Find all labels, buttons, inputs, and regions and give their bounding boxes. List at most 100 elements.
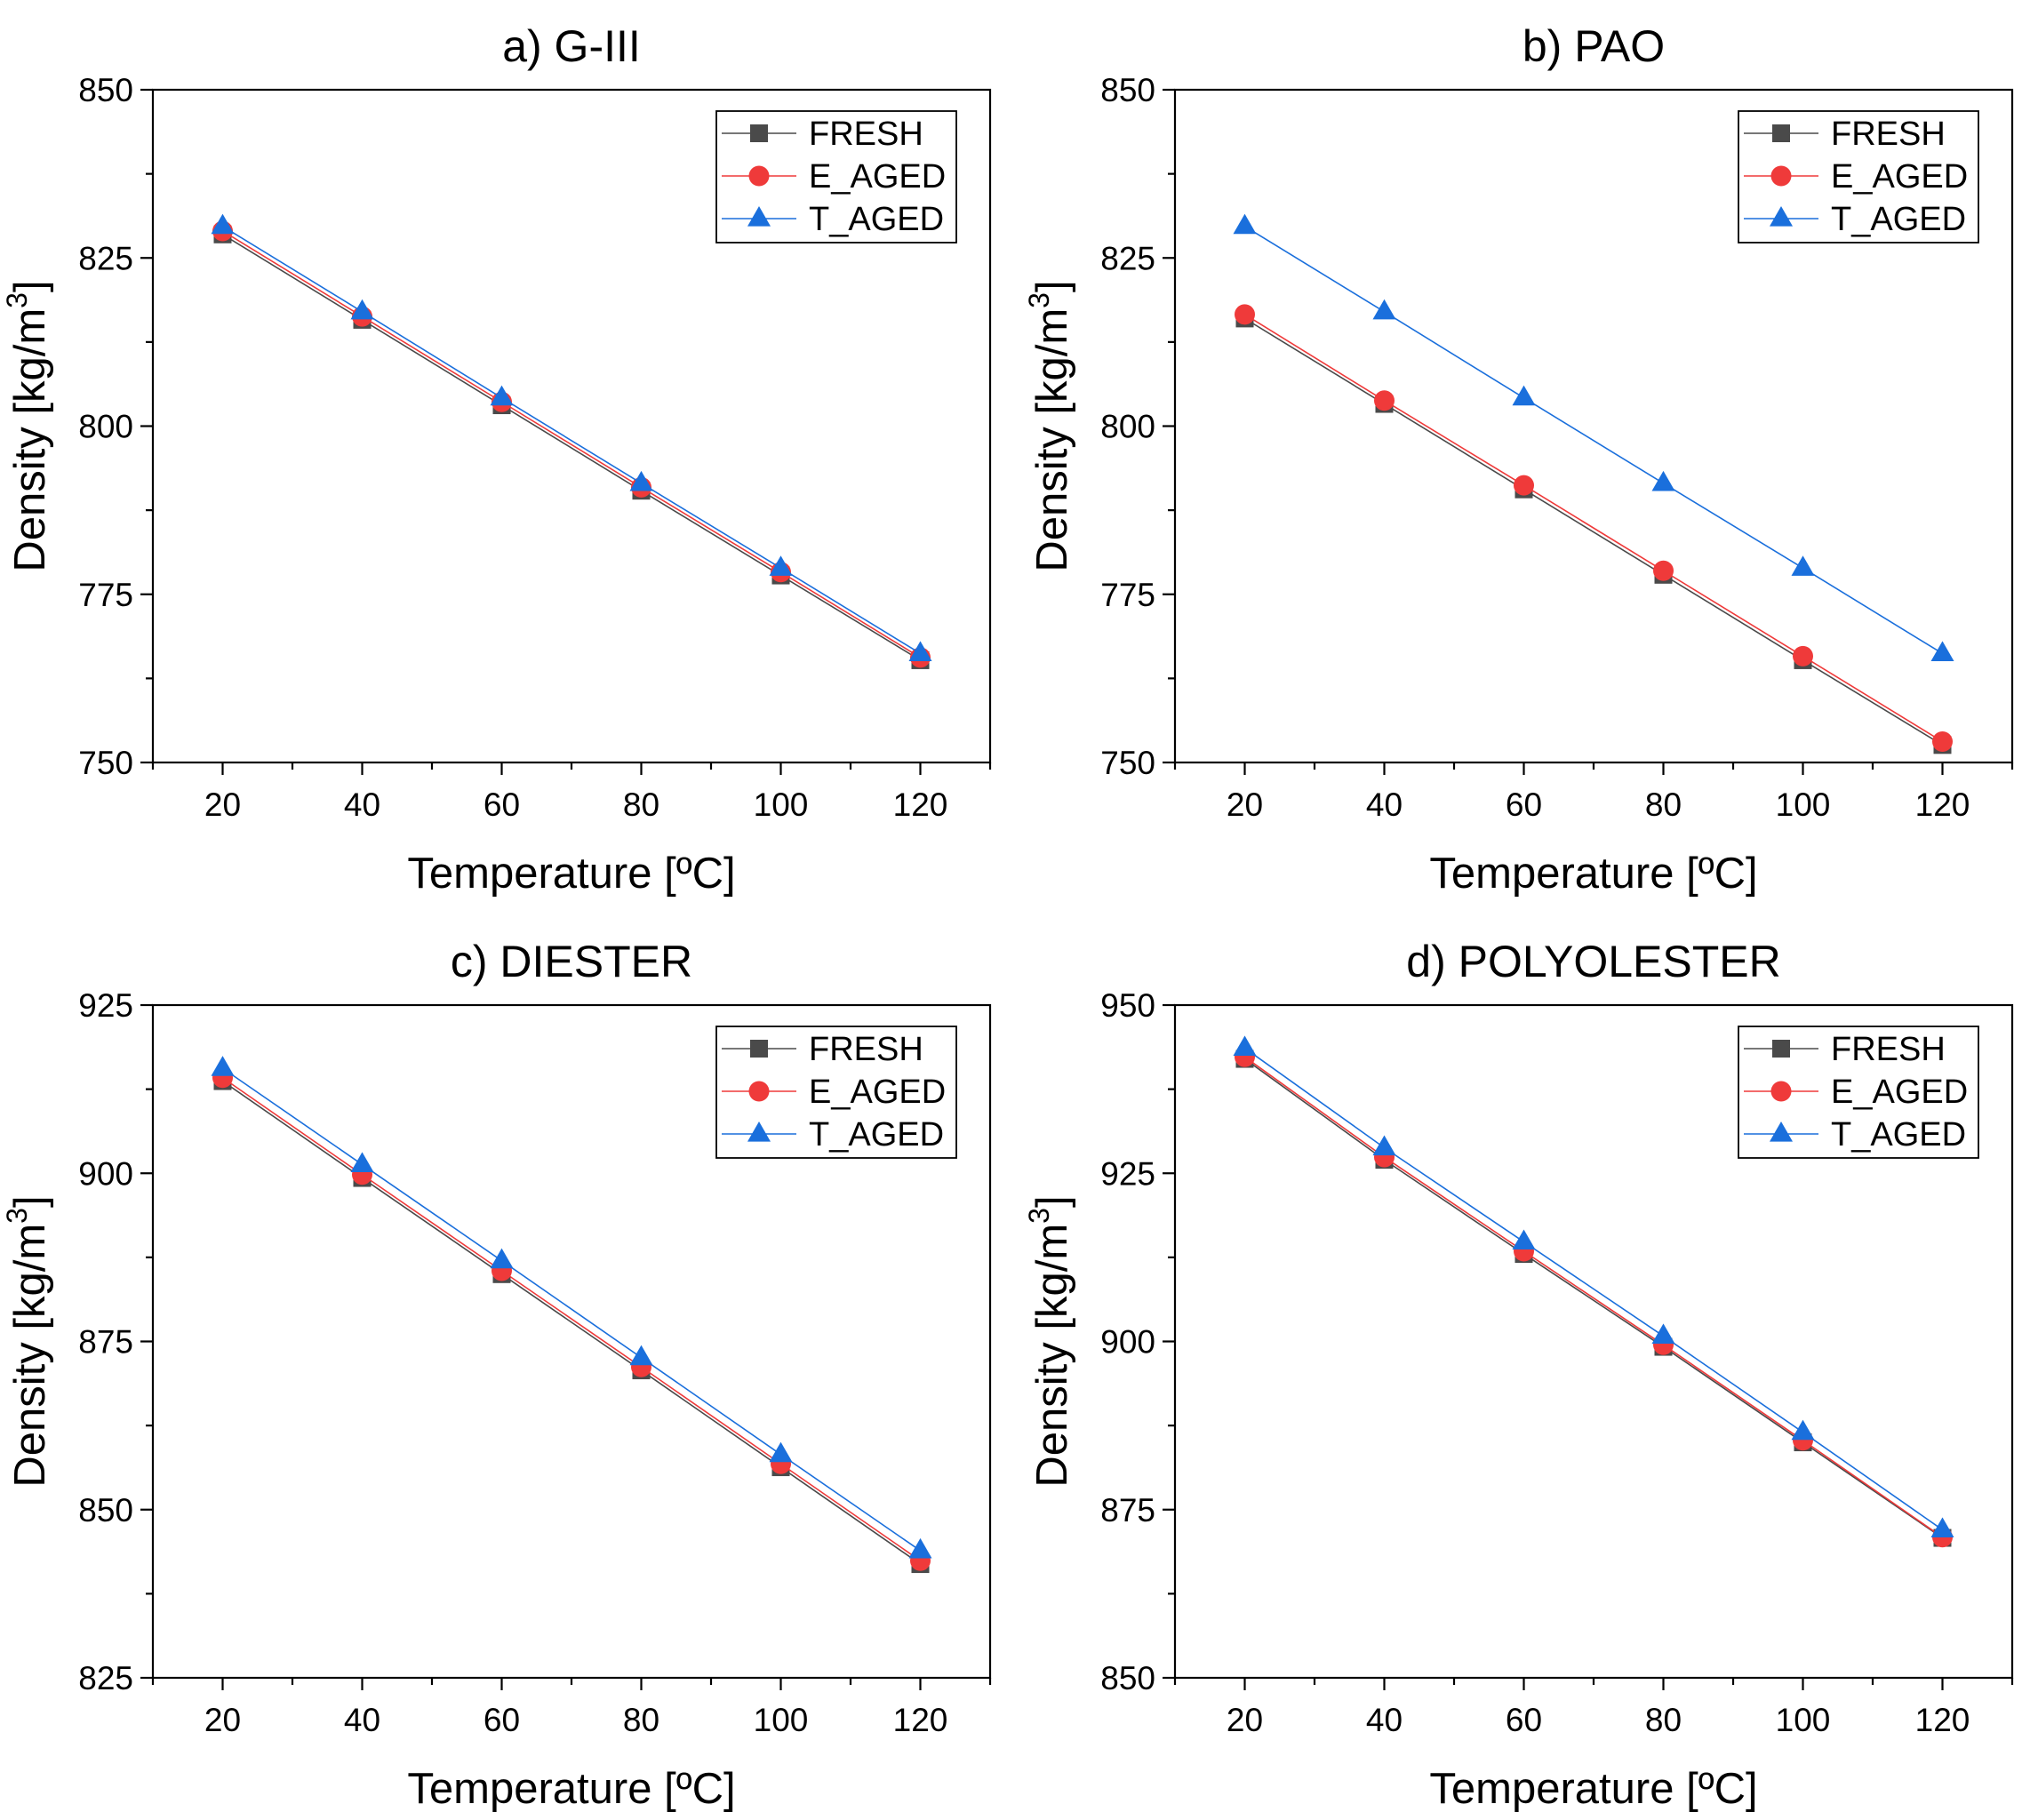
series-line-fresh <box>222 1080 921 1565</box>
legend-marker-t_aged <box>747 205 771 227</box>
y-tick-label: 850 <box>1100 72 1155 108</box>
data-point-t_aged <box>1512 1229 1536 1250</box>
y-tick-label: 925 <box>1100 1155 1155 1192</box>
data-point-t_aged <box>1791 1419 1815 1441</box>
data-point-e_aged <box>1793 645 1813 667</box>
y-axis-label: Density [kg/m3] <box>1 1195 54 1487</box>
x-tick-label: 60 <box>1506 786 1542 823</box>
x-tick-label: 20 <box>1227 1702 1263 1738</box>
y-tick-label: 750 <box>78 745 133 781</box>
legend: FRESH E_AGED T_AGED <box>715 110 957 243</box>
y-tick-label: 900 <box>78 1155 133 1192</box>
legend-marker-e_aged <box>748 1081 770 1102</box>
y-tick-label: 850 <box>1100 1660 1155 1696</box>
y-axis-label: Density [kg/m3] <box>1023 1195 1076 1487</box>
chart-title: a) G-III <box>502 21 641 71</box>
legend-marker-fresh <box>750 124 768 142</box>
chart-title: b) PAO <box>1522 21 1665 71</box>
x-axis-label: Temperature [ºC] <box>407 1765 735 1813</box>
x-tick-label: 100 <box>1776 1702 1831 1738</box>
x-tick-label: 120 <box>1915 1702 1970 1738</box>
y-tick-label: 800 <box>78 409 133 445</box>
data-point-t_aged <box>908 641 932 661</box>
series-line-e_aged <box>222 1077 921 1561</box>
data-point-t_aged <box>1930 1517 1954 1538</box>
series-line-e_aged <box>1244 314 1943 743</box>
data-point-t_aged <box>908 1537 932 1559</box>
legend-marker-e_aged <box>1770 1081 1792 1102</box>
y-tick-label: 825 <box>78 1660 133 1696</box>
data-point-t_aged <box>1651 1323 1675 1345</box>
data-point-e_aged <box>1235 304 1255 325</box>
legend-marker-e_aged <box>748 165 770 187</box>
series-line-t_aged <box>1244 1047 1943 1531</box>
data-point-e_aged <box>1514 475 1534 496</box>
data-point-t_aged <box>1372 299 1396 320</box>
series-line-t_aged <box>222 1067 921 1552</box>
series-line-t_aged <box>1244 225 1943 655</box>
y-tick-label: 750 <box>1100 745 1155 781</box>
data-point-t_aged <box>769 1441 793 1463</box>
legend: FRESH E_AGED T_AGED <box>1738 1026 1979 1159</box>
y-tick-label: 775 <box>78 577 133 613</box>
x-tick-label: 20 <box>204 786 241 823</box>
x-tick-label: 60 <box>484 786 520 823</box>
series-line-e_aged <box>1244 1056 1943 1538</box>
data-point-t_aged <box>1930 641 1954 661</box>
x-tick-label: 120 <box>893 1702 948 1738</box>
legend-label-fresh: FRESH <box>809 1031 923 1068</box>
data-point-e_aged <box>1374 390 1395 411</box>
x-axis-label: Temperature [ºC] <box>407 850 735 898</box>
x-tick-label: 120 <box>1915 786 1970 823</box>
series-line-e_aged <box>222 230 921 659</box>
legend-marker-fresh <box>1772 1040 1790 1058</box>
data-point-t_aged <box>1651 470 1675 491</box>
y-tick-label: 775 <box>1100 577 1155 613</box>
legend-label-t_aged: T_AGED <box>809 201 944 238</box>
data-point-t_aged <box>1233 213 1257 235</box>
data-point-t_aged <box>1512 385 1536 406</box>
y-tick-label: 825 <box>78 240 133 276</box>
x-tick-label: 40 <box>344 786 380 823</box>
x-tick-label: 40 <box>344 1702 380 1738</box>
chart-panel-2: b) PAO 20 40 60 80 100 120 750 775 800 825 850 Tempe… <box>1023 21 2014 898</box>
data-point-t_aged <box>769 555 793 576</box>
x-tick-label: 80 <box>1645 1702 1682 1738</box>
chart-panel-3: c) DIESTER 20 40 60 80 100 120 825 850 875 900 925 T… <box>1 937 992 1813</box>
x-tick-label: 80 <box>623 786 659 823</box>
y-tick-label: 875 <box>1100 1492 1155 1529</box>
chart-panel-1: a) G-III 20 40 60 80 100 120 750 775 800 825 850 Tem… <box>1 21 992 898</box>
y-tick-label: 850 <box>78 72 133 108</box>
data-point-t_aged <box>350 299 374 320</box>
x-axis-label: Temperature [ºC] <box>1429 850 1757 898</box>
series-line-fresh <box>1244 1058 1943 1539</box>
x-tick-label: 40 <box>1366 786 1403 823</box>
legend-label-fresh: FRESH <box>809 116 923 153</box>
x-axis-label: Temperature [ºC] <box>1429 1765 1757 1813</box>
x-tick-label: 40 <box>1366 1702 1403 1738</box>
data-point-t_aged <box>490 385 514 406</box>
legend: FRESH E_AGED T_AGED <box>715 1026 957 1159</box>
data-point-e_aged <box>1653 560 1674 581</box>
data-point-t_aged <box>211 213 235 235</box>
y-axis-label: Density [kg/m3] <box>1 280 54 571</box>
data-point-t_aged <box>350 1152 374 1173</box>
y-tick-label: 800 <box>1100 409 1155 445</box>
legend-label-e_aged: E_AGED <box>1831 158 1968 196</box>
y-tick-label: 950 <box>1100 987 1155 1024</box>
legend-label-t_aged: T_AGED <box>1831 1116 1966 1153</box>
data-point-e_aged <box>1932 731 1953 753</box>
x-tick-label: 120 <box>893 786 948 823</box>
series-line-fresh <box>222 234 921 661</box>
legend-marker-fresh <box>1772 124 1790 142</box>
chart-title: d) POLYOLESTER <box>1406 937 1780 986</box>
legend-label-t_aged: T_AGED <box>809 1116 944 1153</box>
y-tick-label: 825 <box>1100 240 1155 276</box>
legend-marker-e_aged <box>1770 165 1792 187</box>
legend-marker-t_aged <box>747 1121 771 1142</box>
data-point-t_aged <box>629 470 653 491</box>
data-point-t_aged <box>490 1248 514 1269</box>
x-tick-label: 80 <box>623 1702 659 1738</box>
legend-label-t_aged: T_AGED <box>1831 201 1966 238</box>
